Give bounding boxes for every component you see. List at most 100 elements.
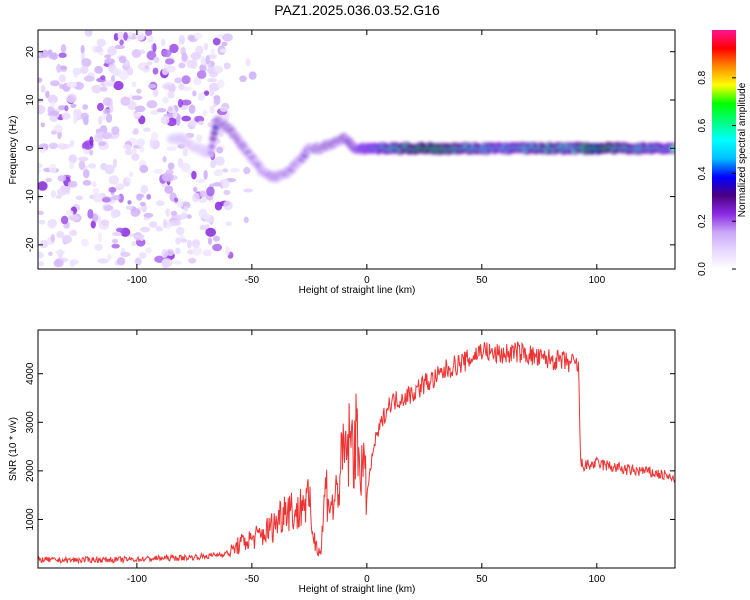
spectrogram-noise-blob <box>111 126 120 136</box>
spectrogram-noise-blob <box>114 44 125 50</box>
spectrogram-noise-blob <box>200 56 206 66</box>
snr-x-tick-label: 50 <box>476 574 488 585</box>
spectrogram-noise-blob <box>104 164 115 175</box>
spectrogram-noise-blob <box>152 87 159 98</box>
spectrogram-x-tick-label: 100 <box>588 275 605 286</box>
spectrogram-noise-blob <box>134 105 146 113</box>
spectrogram-noise-blob <box>181 52 188 62</box>
spectrogram-noise-blob <box>147 83 157 89</box>
spectrogram-noise-blob <box>83 75 95 82</box>
spectrogram-y-tick-label: 10 <box>25 94 36 106</box>
spectrogram-y-tick-label: 0 <box>25 145 36 151</box>
spectrogram-noise-blob <box>100 75 106 80</box>
spectrogram-noise-blob <box>50 130 57 135</box>
spectrogram-noise-blob <box>91 84 102 94</box>
spectrogram-noise-blob <box>197 92 206 101</box>
spectrogram-trace-core <box>209 144 215 149</box>
spectrogram-noise-blob <box>50 190 57 198</box>
spectrogram-noise-blob <box>82 179 92 186</box>
spectrogram-noise-blob <box>181 75 191 85</box>
spectrogram-noise-blob <box>211 53 218 60</box>
snr-y-tick-label: 1000 <box>25 508 36 531</box>
snr-y-tick-label: 3000 <box>25 411 36 434</box>
spectrogram-noise-blob <box>135 31 145 41</box>
spectrogram-noise-blob <box>210 159 217 169</box>
spectrogram-noise-blob <box>48 163 57 174</box>
spectrogram-noise-blob <box>165 208 170 217</box>
spectrogram-noise-blob <box>66 81 77 88</box>
spectrogram-noise-blob <box>75 195 84 201</box>
spectrogram-noise-blob <box>131 95 143 101</box>
spectrogram-noise-blob <box>73 114 78 125</box>
spectrogram-noise-blob <box>118 56 127 64</box>
spectrogram-noise-blob <box>239 75 247 83</box>
spectrogram-noise-blob <box>195 134 203 143</box>
spectrogram-noise-blob <box>181 86 193 92</box>
spectrogram-noise-blob <box>195 178 206 184</box>
spectrogram-noise-blob <box>107 45 117 56</box>
spectrogram-noise-blob <box>167 162 175 170</box>
spectrogram-noise-blob <box>115 227 124 233</box>
spectrogram-noise-blob <box>188 121 198 126</box>
spectrogram-noise-blob <box>136 193 145 198</box>
spectrogram-noise-blob <box>130 207 141 217</box>
spectrogram-noise-blob <box>169 43 179 54</box>
spectrogram-noise-blob <box>38 261 45 267</box>
spectrogram-noise-blob <box>103 108 111 115</box>
spectrogram-noise-blob <box>221 41 228 47</box>
spectrogram-noise-blob <box>178 82 185 91</box>
spectrogram-noise-blob <box>243 216 249 224</box>
spectrogram-noise-blob <box>38 98 44 104</box>
spectrogram-noise-blob <box>127 200 132 205</box>
spectrogram-trace-core <box>208 151 213 155</box>
spectrogram-noise-blob <box>104 80 115 87</box>
spectrogram-noise-blob <box>182 148 188 157</box>
spectrogram-noise-blob <box>146 100 158 109</box>
spectrogram-noise-blob <box>203 42 209 51</box>
spectrogram-noise-blob <box>50 233 55 243</box>
spectrogram-noise-blob <box>104 54 112 59</box>
snr-y-axis-label: SNR (10 * v/v) <box>8 417 19 481</box>
spectrogram-noise-blob <box>101 197 111 203</box>
spectrogram-noise-blob <box>47 49 53 56</box>
spectrogram-noise-blob <box>153 168 164 174</box>
spectrogram-noise-blob <box>87 163 97 169</box>
spectrogram-noise-blob <box>101 219 110 227</box>
spectrogram-noise-blob <box>176 117 181 126</box>
spectrogram-noise-blob <box>192 90 197 97</box>
spectrogram-noise-blob <box>66 93 78 103</box>
spectrogram-noise-blob <box>219 130 224 138</box>
colorbar-tick-label: 0.6 <box>697 118 708 132</box>
spectrogram-noise-blob <box>84 30 93 37</box>
spectrogram-noise-blob <box>89 149 94 156</box>
spectrogram-noise-blob <box>38 194 42 201</box>
spectrogram-noise-blob <box>195 45 204 55</box>
spectrogram-x-tick-label: -100 <box>127 275 147 286</box>
spectrogram-noise-blob <box>207 237 213 245</box>
spectrogram-noise-blob <box>69 259 79 265</box>
spectrogram-noise-blob <box>133 112 143 118</box>
spectrogram-frame <box>37 29 676 270</box>
spectrogram-noise-blob <box>56 188 67 196</box>
spectrogram-noise-blob <box>161 67 169 76</box>
spectrogram-noise-blob <box>80 112 89 121</box>
spectrogram-noise-blob <box>193 186 198 193</box>
spectrogram-noise-blob <box>186 59 196 69</box>
spectrogram-noise-blob <box>217 79 225 89</box>
spectrogram-noise-blob <box>80 65 89 74</box>
spectrogram-noise-blob <box>188 257 197 264</box>
spectrogram-noise-blob <box>212 243 223 252</box>
spectrogram-noise-blob <box>139 49 146 54</box>
spectrogram-noise-blob <box>143 212 154 218</box>
spectrogram-noise-blob <box>212 65 224 74</box>
snr-y-tick-label: 4000 <box>25 362 36 385</box>
spectrogram-noise-blob <box>63 223 70 229</box>
spectrogram-noise-blob <box>117 31 124 40</box>
spectrogram-noise-blob <box>183 205 189 212</box>
spectrogram-noise-blob <box>126 67 134 76</box>
spectrogram-noise-blob <box>112 68 122 77</box>
spectrogram-noise-blob <box>144 65 150 70</box>
spectrogram-noise-blob <box>187 239 192 249</box>
